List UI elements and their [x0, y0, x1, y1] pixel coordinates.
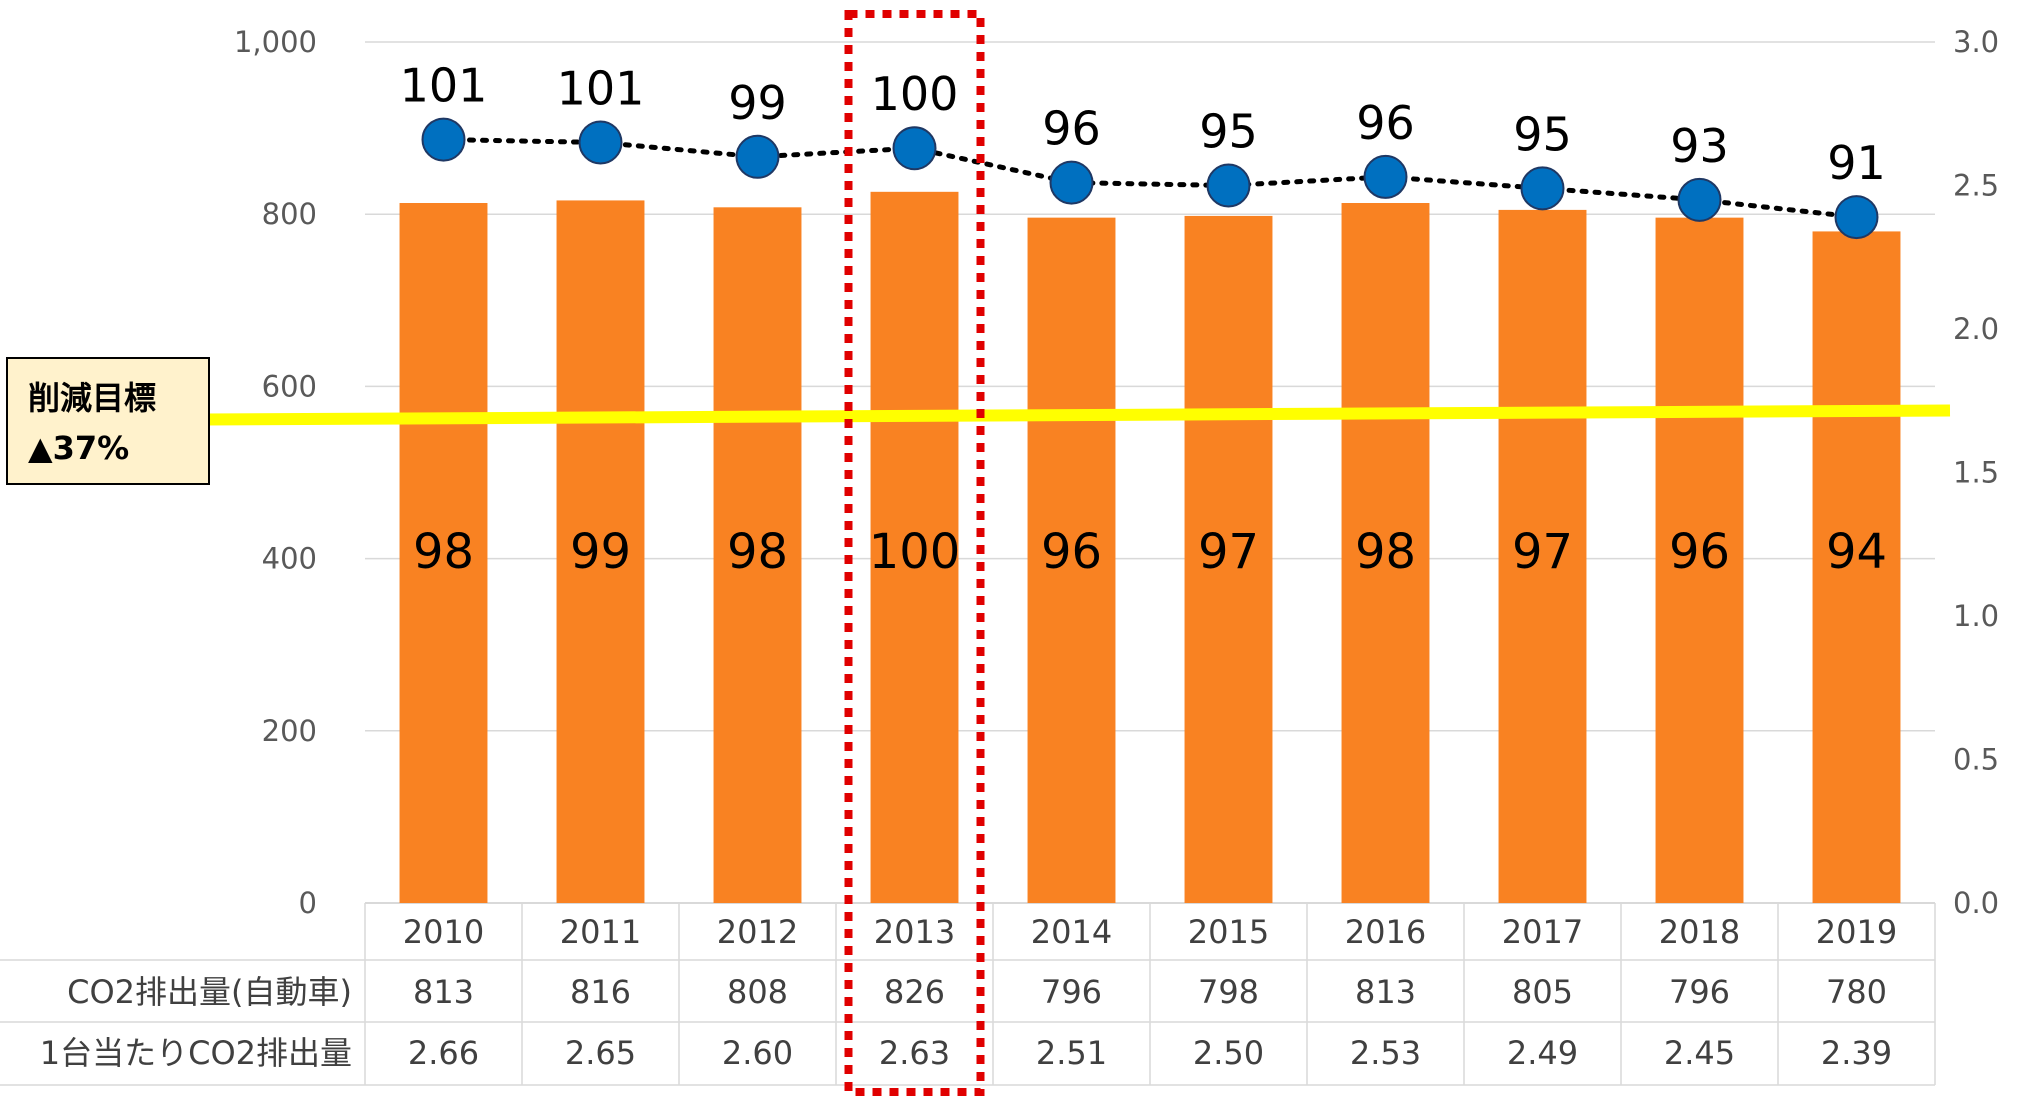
left-axis-tick-label: 800	[262, 197, 317, 231]
line-data-label: 91	[1827, 136, 1886, 190]
table-cell: 2.39	[1821, 1034, 1892, 1072]
line-point	[1834, 195, 1879, 240]
category-label: 2017	[1502, 913, 1583, 951]
category-label: 2018	[1659, 913, 1740, 951]
table-cell: 2.60	[722, 1034, 793, 1072]
line-point	[1363, 154, 1408, 199]
table-cell: 826	[884, 973, 945, 1011]
bar	[1812, 231, 1901, 904]
category-label: 2019	[1816, 913, 1897, 951]
category-label: 2011	[560, 913, 641, 951]
bar-data-label: 97	[1198, 524, 1259, 580]
line-point	[1677, 177, 1722, 222]
line-data-label: 99	[728, 76, 787, 130]
bar	[1341, 203, 1430, 903]
line-data-label: 101	[400, 59, 488, 113]
bar	[870, 191, 959, 904]
table-cell: 813	[1355, 973, 1416, 1011]
right-axis-tick-label: 1.0	[1953, 599, 1999, 633]
left-axis-tick-label: 200	[262, 714, 317, 748]
bar-data-label: 98	[413, 524, 474, 580]
table-cell: 2.51	[1036, 1034, 1107, 1072]
line-point	[1206, 163, 1251, 208]
table-cell: 808	[727, 973, 788, 1011]
category-label: 2016	[1345, 913, 1426, 951]
category-label: 2014	[1031, 913, 1112, 951]
line-data-label: 93	[1670, 119, 1729, 173]
bar	[1498, 209, 1587, 903]
bar	[1027, 217, 1116, 904]
line-point	[578, 120, 623, 165]
table-cell: 796	[1669, 973, 1730, 1011]
left-axis-tick-label: 0	[299, 886, 317, 920]
line-data-label: 96	[1042, 102, 1101, 156]
bar	[1655, 217, 1744, 904]
table-cell: 2.53	[1350, 1034, 1421, 1072]
table-row-label: CO2排出量(自動車)	[67, 973, 352, 1011]
table-cell: 798	[1198, 973, 1259, 1011]
table-cell: 780	[1826, 973, 1887, 1011]
bar	[1184, 215, 1273, 903]
line-data-label: 95	[1199, 105, 1258, 159]
table-cell: 2.50	[1193, 1034, 1264, 1072]
table-cell: 2.66	[408, 1034, 479, 1072]
right-axis-tick-label: 1.5	[1953, 456, 1999, 490]
bar-data-label: 98	[1355, 524, 1416, 580]
line-data-label: 100	[871, 67, 959, 121]
line-point	[1049, 160, 1094, 205]
right-axis-tick-label: 0.5	[1953, 743, 1999, 777]
category-label: 2013	[874, 913, 955, 951]
bar-data-label: 96	[1669, 524, 1730, 580]
table-cell: 2.45	[1664, 1034, 1735, 1072]
line-point	[892, 126, 937, 171]
table-row-label: 1台当たりCO2排出量	[40, 1034, 352, 1072]
table-cell: 2.65	[565, 1034, 636, 1072]
line-point	[1520, 166, 1565, 211]
series-line	[441, 137, 1859, 220]
right-axis-tick-label: 3.0	[1953, 25, 1999, 59]
table-cell: 796	[1041, 973, 1102, 1011]
bar	[556, 200, 645, 903]
line-point	[421, 117, 466, 162]
bar	[713, 207, 802, 903]
bar-data-label: 99	[570, 524, 631, 580]
left-axis-tick-label: 1,000	[234, 25, 317, 59]
line-data-label: 95	[1513, 107, 1572, 161]
line-data-label: 96	[1356, 96, 1415, 150]
bar-data-label: 96	[1041, 524, 1102, 580]
bar-data-label: 97	[1512, 524, 1573, 580]
category-label: 2012	[717, 913, 798, 951]
right-axis-tick-label: 0.0	[1953, 886, 1999, 920]
category-label: 2010	[403, 913, 484, 951]
table-cell: 816	[570, 973, 631, 1011]
table-cell: 2.49	[1507, 1034, 1578, 1072]
right-axis-tick-label: 2.0	[1953, 312, 1999, 346]
bar-data-label: 98	[727, 524, 788, 580]
target-label-value: ▲37%	[28, 429, 129, 467]
target-label-box	[6, 357, 210, 485]
highlight-box	[844, 10, 985, 1096]
line-data-label: 101	[557, 61, 645, 115]
right-axis-tick-label: 2.5	[1953, 169, 1999, 203]
category-label: 2015	[1188, 913, 1269, 951]
bar	[399, 203, 488, 903]
left-axis-tick-label: 600	[262, 369, 317, 403]
target-label-title: 削減目標	[28, 379, 156, 417]
table-cell: 2.63	[879, 1034, 950, 1072]
line-point	[735, 134, 780, 179]
bar-data-label: 100	[869, 524, 961, 580]
target-line	[204, 404, 1951, 426]
table-cell: 813	[413, 973, 474, 1011]
bar-data-label: 94	[1826, 524, 1887, 580]
left-axis-tick-label: 400	[262, 542, 317, 576]
table-cell: 805	[1512, 973, 1573, 1011]
